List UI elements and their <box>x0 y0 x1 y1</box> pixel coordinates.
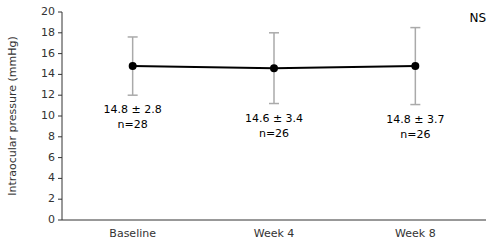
annotation-line: 14.8 ± 3.7 <box>386 113 444 126</box>
error-cap <box>269 32 279 34</box>
y-tick <box>58 116 62 117</box>
y-tick-label: 8 <box>48 130 55 143</box>
annotation-line: NS <box>469 11 486 25</box>
error-cap <box>128 94 138 96</box>
y-tick <box>58 32 62 33</box>
y-tick <box>58 12 62 13</box>
plot-area <box>128 28 421 105</box>
y-tick-label: 10 <box>41 109 55 122</box>
y-tick-label: 12 <box>41 88 55 101</box>
x-tick-label: Week 4 <box>254 227 295 240</box>
x-tick-label: Baseline <box>109 227 156 240</box>
y-tick-label: 14 <box>41 67 55 80</box>
error-cap <box>410 104 420 106</box>
y-tick-label: 18 <box>41 26 55 39</box>
y-tick <box>58 178 62 179</box>
y-tick-label: 6 <box>48 151 55 164</box>
error-cap <box>410 27 420 29</box>
annotation-line: n=26 <box>400 128 430 141</box>
y-axis-label: Intraocular pressure (mmHg) <box>6 36 19 196</box>
y-tick <box>58 136 62 137</box>
y-tick <box>58 95 62 96</box>
y-tick-label: 16 <box>41 47 55 60</box>
error-cap <box>128 36 138 38</box>
y-tick <box>58 157 62 158</box>
y-tick-label: 2 <box>48 192 55 205</box>
y-tick <box>58 220 62 221</box>
y-tick <box>58 199 62 200</box>
marker <box>270 64 278 72</box>
annotation-line: 14.8 ± 2.8 <box>104 103 162 116</box>
error-bar <box>269 33 279 104</box>
y-tick-label: 0 <box>48 213 55 226</box>
y-tick <box>58 74 62 75</box>
annotation-line: n=26 <box>259 127 289 140</box>
marker <box>411 62 419 70</box>
marker <box>129 62 137 70</box>
error-cap <box>269 103 279 105</box>
x-tick-label: Week 8 <box>395 227 436 240</box>
annotation: 14.8 ± 3.7 n=26 <box>386 113 444 141</box>
significance-label: NS <box>469 11 486 25</box>
annotation: 14.6 ± 3.4 n=26 <box>245 112 303 140</box>
annotation-line: n=28 <box>118 118 148 131</box>
error-bar <box>128 37 138 95</box>
error-bar <box>410 28 420 105</box>
y-tick-label: 4 <box>48 171 55 184</box>
y-tick-label: 20 <box>41 5 55 18</box>
annotation: 14.8 ± 2.8 n=28 <box>104 103 162 131</box>
y-tick <box>58 53 62 54</box>
annotation-line: 14.6 ± 3.4 <box>245 112 303 125</box>
x-axis <box>62 220 486 221</box>
chart: 0 2 4 6 8 10 12 14 16 18 20 Baseline Week 4 Week 8 Int… <box>0 0 500 250</box>
